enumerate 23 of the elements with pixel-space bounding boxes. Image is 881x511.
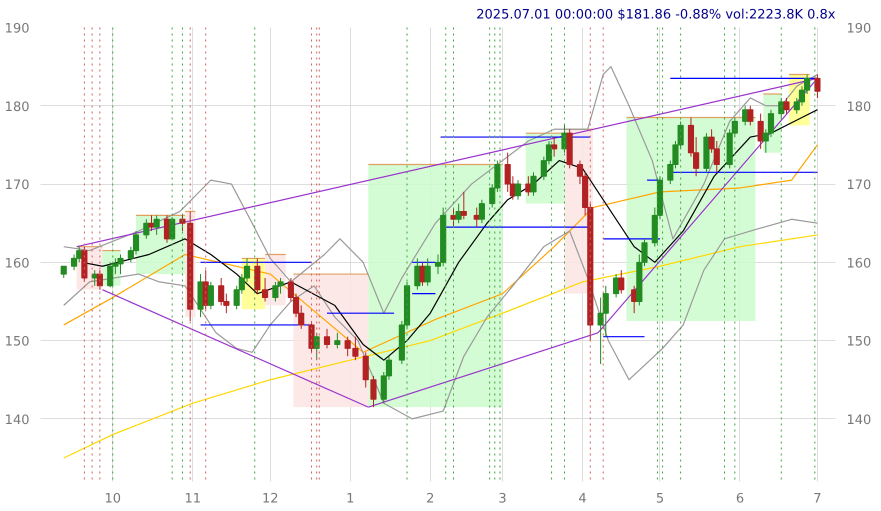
y2-tick-label: 160 <box>846 256 872 272</box>
y-tick-label: 190 <box>4 22 30 36</box>
x-tick-label: 12 <box>262 492 278 506</box>
chart-title: 2025.07.01 00:00:00 $181.86 -0.88% vol:2223.8K 0.8x <box>476 8 836 22</box>
y-tick-label: 150 <box>4 334 30 350</box>
x-tick-label: 7 <box>813 492 822 506</box>
y-tick-label: 180 <box>4 100 30 115</box>
y2-tick-label: 180 <box>846 100 872 115</box>
x-tick-label: 5 <box>656 492 664 506</box>
x-tick-label: 10 <box>104 492 122 506</box>
y-tick-label: 140 <box>4 412 30 428</box>
x-tick-label: 4 <box>578 492 587 506</box>
y2-tick-label: 170 <box>846 178 872 194</box>
x-tick-label: 2 <box>426 492 434 506</box>
y-tick-label: 160 <box>4 256 30 272</box>
y2-tick-label: 140 <box>846 412 872 428</box>
x-tick-label: 11 <box>184 492 202 506</box>
y-tick-label: 170 <box>4 178 30 194</box>
x-tick-label: 6 <box>736 492 744 506</box>
x-tick-label: 1 <box>346 492 354 506</box>
x-tick-label: 3 <box>498 492 507 506</box>
y2-tick-label: 190 <box>846 22 872 36</box>
y2-tick-label: 150 <box>846 334 872 350</box>
